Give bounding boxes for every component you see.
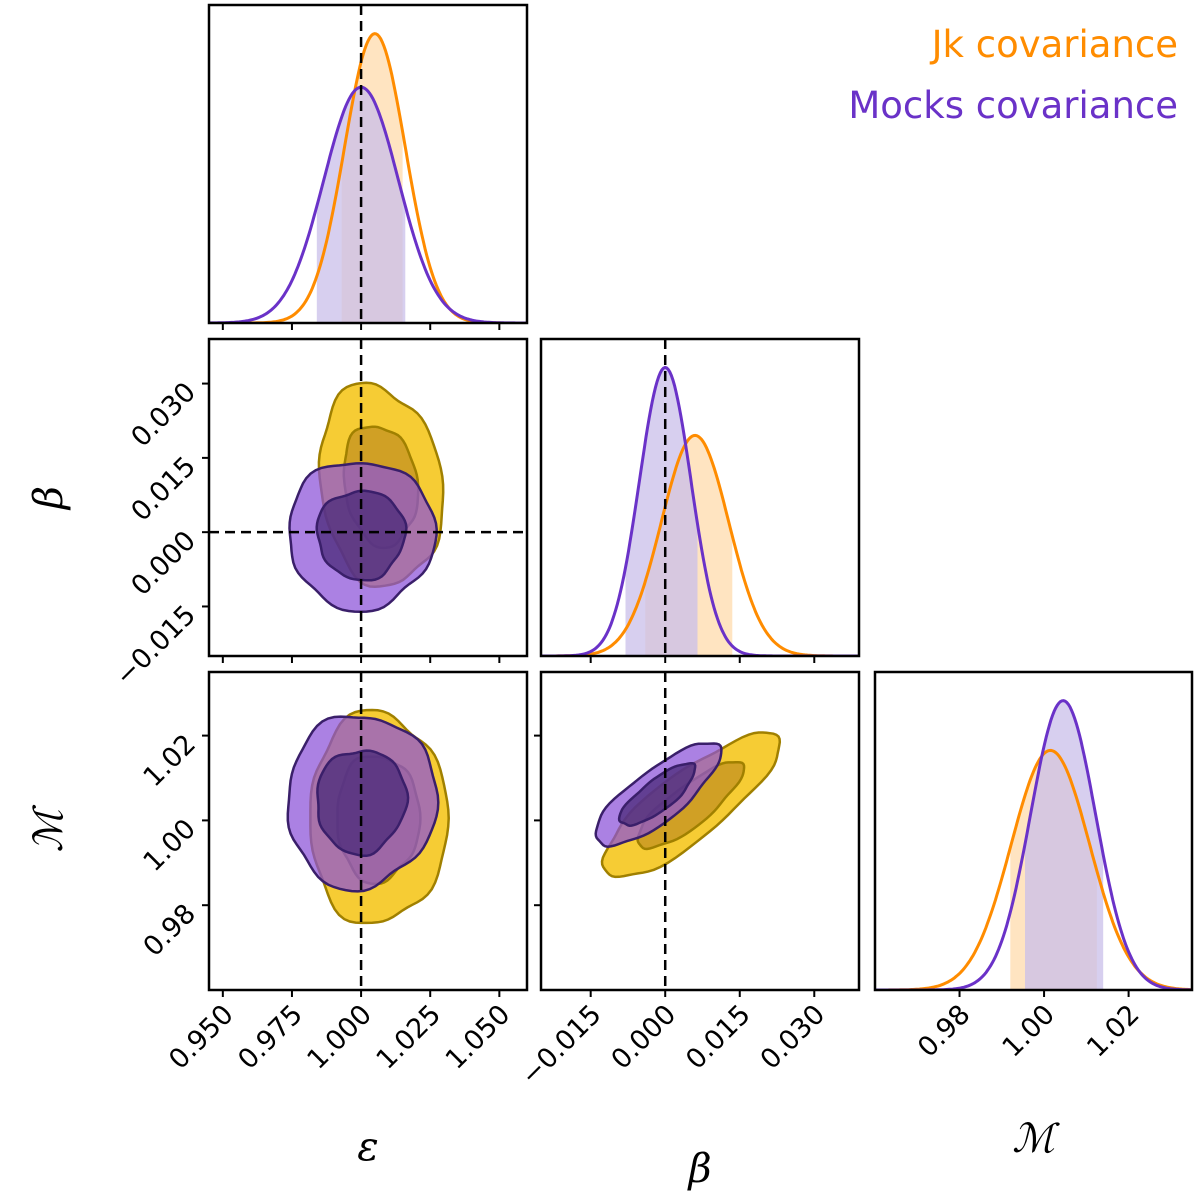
ytick-label-M-0: 0.98 [138, 898, 202, 962]
xtick-label-beta-0: −0.015 [515, 999, 608, 1092]
xtick-label-epsilon-2: 1.000 [301, 999, 378, 1076]
legend-jk: Jk covariance [930, 23, 1178, 66]
panel-2d-beta-M [594, 672, 782, 990]
panel-2d-epsilon-beta [209, 339, 527, 656]
xtick-label-M-0: 0.98 [912, 999, 976, 1063]
xaxis-label-epsilon: ε [357, 1124, 378, 1170]
contour-68-1-beta-M [617, 761, 697, 827]
posterior-curve-1-beta [541, 365, 859, 656]
xtick-label-beta-3: 0.030 [755, 999, 832, 1076]
xaxis-label-beta: β [686, 1146, 711, 1192]
plot-layer: 0.9500.9751.0001.0251.050ε−0.0150.0000.0… [26, 3, 1194, 1192]
xtick-label-epsilon-3: 1.025 [371, 999, 448, 1076]
ytick-label-beta-1: 0.000 [125, 525, 202, 602]
panel-frame-2-0 [207, 670, 529, 992]
xtick-label-epsilon-4: 1.050 [440, 999, 517, 1076]
xaxis-label-M: ℳ [1012, 1116, 1060, 1162]
ytick-label-M-1: 1.00 [138, 813, 202, 877]
band-68-1-M [1025, 700, 1104, 990]
xtick-label-epsilon-0: 0.950 [163, 999, 240, 1076]
xtick-label-epsilon-1: 0.975 [232, 999, 309, 1076]
panel-1d-M [875, 699, 1192, 990]
contour-68-1-epsilon-M [316, 749, 410, 858]
yaxis-label-M: ℳ [26, 804, 72, 852]
ytick-label-beta-0: −0.015 [109, 599, 202, 692]
xtick-label-M-2: 1.02 [1081, 999, 1145, 1063]
panel-frame-1-1 [539, 337, 861, 658]
panel-1d-epsilon [209, 5, 527, 323]
ytick-label-beta-3: 0.030 [125, 377, 202, 454]
panel-2d-epsilon-M [286, 672, 450, 990]
ytick-label-beta-2: 0.015 [125, 451, 202, 528]
xtick-label-M-1: 1.00 [997, 999, 1061, 1063]
posterior-curve-1-epsilon [209, 85, 527, 323]
ytick-label-M-2: 1.02 [138, 729, 202, 793]
panel-frame-2-2 [873, 670, 1194, 992]
yaxis-label-beta: β [26, 486, 72, 511]
panel-1d-beta [541, 339, 859, 656]
xtick-label-beta-2: 0.015 [680, 999, 757, 1076]
xtick-label-beta-1: 0.000 [606, 999, 683, 1076]
panel-frame-0-0 [207, 3, 529, 325]
legend-mocks: Mocks covariance [848, 84, 1178, 127]
panel-frame-1-0 [207, 337, 529, 658]
panel-frame-2-1 [539, 670, 861, 992]
